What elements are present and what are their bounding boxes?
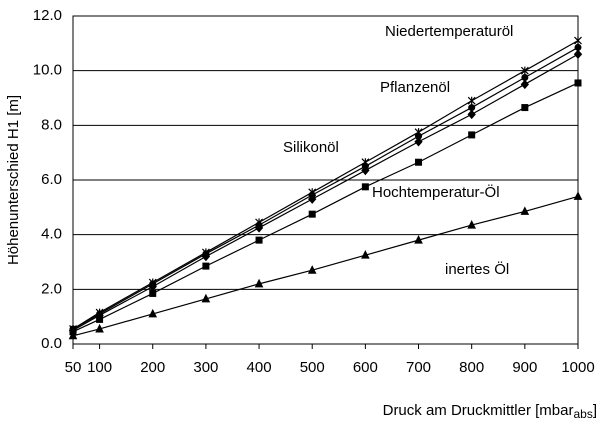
marker (255, 236, 263, 244)
x-tick-label: 50 (65, 359, 82, 376)
x-tick-label: 300 (193, 359, 218, 376)
y-axis-label: Höhenunterschied H1 [m] (5, 95, 22, 265)
marker (95, 323, 104, 333)
marker (308, 210, 316, 218)
marker (467, 109, 476, 120)
series-label: Hochtemperatur-Öl (372, 183, 500, 201)
marker (202, 262, 210, 270)
x-tick-label: 400 (247, 359, 272, 376)
marker (361, 183, 369, 191)
marker (467, 219, 476, 229)
marker (254, 223, 264, 233)
marker (467, 96, 476, 105)
y-tick-label: 2.0 (41, 280, 62, 297)
marker (96, 315, 104, 323)
marker (361, 250, 370, 259)
x-axis-label: Druck am Druckmittler [mbarabs] (383, 402, 597, 421)
marker (521, 104, 529, 112)
marker (573, 49, 583, 60)
marker (520, 79, 530, 90)
y-tick-label: 8.0 (41, 116, 62, 133)
x-tick-label: 700 (406, 359, 431, 376)
marker (574, 36, 582, 45)
marker (149, 289, 157, 297)
x-tick-label: 800 (459, 359, 484, 376)
x-tick-label: 500 (300, 359, 325, 376)
series-label: inertes Öl (445, 260, 509, 278)
marker (148, 308, 158, 318)
marker (520, 206, 530, 215)
marker (520, 66, 529, 75)
series-line (72, 82, 579, 333)
x-tick-label: 600 (353, 359, 378, 376)
marker (201, 251, 211, 262)
plot-frame (72, 15, 579, 345)
marker (414, 235, 423, 244)
marker (361, 165, 370, 176)
x-tick-label: 200 (140, 359, 165, 376)
x-axis-label-sub: abs (573, 407, 592, 421)
x-tick-label: 100 (87, 359, 112, 376)
x-tick-label: 900 (512, 359, 537, 376)
marker (573, 191, 583, 200)
marker (574, 79, 582, 87)
y-tick-label: 6.0 (41, 171, 62, 188)
x-axis-label-end: ] (593, 402, 597, 419)
y-tick-label: 0.0 (41, 335, 62, 352)
x-axis-label-main: Druck am Druckmittler [mbar (383, 402, 574, 419)
y-tick-label: 4.0 (41, 226, 62, 243)
marker (414, 136, 423, 147)
y-tick-label: 10.0 (33, 62, 62, 79)
marker (415, 158, 423, 166)
marker (307, 265, 317, 274)
marker (254, 278, 264, 288)
marker (201, 293, 211, 303)
series-label: Pflanzenöl (380, 79, 450, 96)
series-label: Silikonöl (283, 139, 339, 156)
marker (308, 194, 317, 204)
x-tick-label: 1000 (561, 359, 594, 376)
marker (468, 131, 476, 139)
series-label: Niedertemperaturöl (385, 23, 513, 40)
marker (68, 330, 78, 340)
y-tick-label: 12.0 (33, 7, 62, 24)
